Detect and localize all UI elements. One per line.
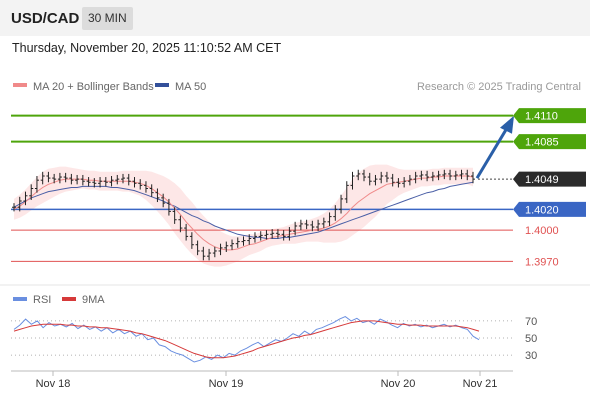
rsi-tick-30: 30 (525, 350, 537, 362)
forecast-arrow (475, 115, 514, 179)
header-bar: USD/CAD 30 MIN (0, 0, 590, 36)
level-badge-1.4049 (513, 171, 586, 187)
research-credit: Research © 2025 Trading Central (417, 81, 581, 93)
arrow-head (500, 115, 514, 134)
rsi-ma-legend-swatch (62, 297, 76, 301)
rsi-legend-swatch (13, 297, 27, 301)
level-label-1.4049: 1.4049 (525, 174, 559, 186)
rsi-tick-70: 70 (525, 316, 537, 328)
x-tick-label: Nov 19 (209, 378, 244, 390)
level-badge-1.4085 (513, 134, 586, 150)
rsi-legend-label: RSI (33, 294, 51, 306)
rsi-legend: RSI 9MA (13, 294, 105, 306)
level-label-1.4085: 1.4085 (525, 137, 559, 149)
level-labels: 1.4110 1.4085 1.4049 1.4020 1.4000 1.3970 (513, 108, 586, 268)
x-tick-label: Nov 21 (463, 378, 498, 390)
rsi-line (13, 316, 480, 363)
x-tick-label: Nov 18 (36, 378, 71, 390)
ma50-legend-label: MA 50 (175, 81, 206, 93)
rsi-panel: 70 50 30 (11, 316, 537, 363)
level-badge-1.4110 (513, 108, 586, 124)
x-axis-ticks: Nov 18 Nov 19 Nov 20 Nov 21 (36, 371, 498, 390)
timeframe-badge[interactable]: 30 MIN (82, 7, 133, 30)
x-tick-label: Nov 20 (381, 378, 416, 390)
level-label-1.4110: 1.4110 (525, 111, 558, 123)
bollinger-band (14, 164, 473, 267)
rsi-ma-line (13, 320, 480, 359)
price-bars (12, 169, 475, 261)
ma20-legend-swatch (13, 83, 27, 87)
ma50-legend-swatch (155, 83, 169, 87)
level-label-1.3970: 1.3970 (525, 256, 559, 268)
level-label-1.4020: 1.4020 (525, 204, 559, 216)
instrument-title: USD/CAD (11, 10, 80, 27)
bollinger-fill (14, 164, 473, 267)
main-legend: MA 20 + Bollinger Bands MA 50 Research ©… (13, 81, 581, 93)
ma50-line (13, 181, 474, 239)
price-levels (11, 114, 513, 262)
rsi-ma-legend-label: 9MA (82, 294, 105, 306)
ma20-legend-label: MA 20 + Bollinger Bands (33, 81, 154, 93)
arrow-shaft (475, 128, 508, 179)
level-label-1.4000: 1.4000 (525, 225, 559, 237)
level-badge-1.4020 (513, 201, 586, 217)
rsi-tick-50: 50 (525, 333, 537, 345)
chart-datetime: Thursday, November 20, 2025 11:10:52 AM … (12, 41, 282, 55)
